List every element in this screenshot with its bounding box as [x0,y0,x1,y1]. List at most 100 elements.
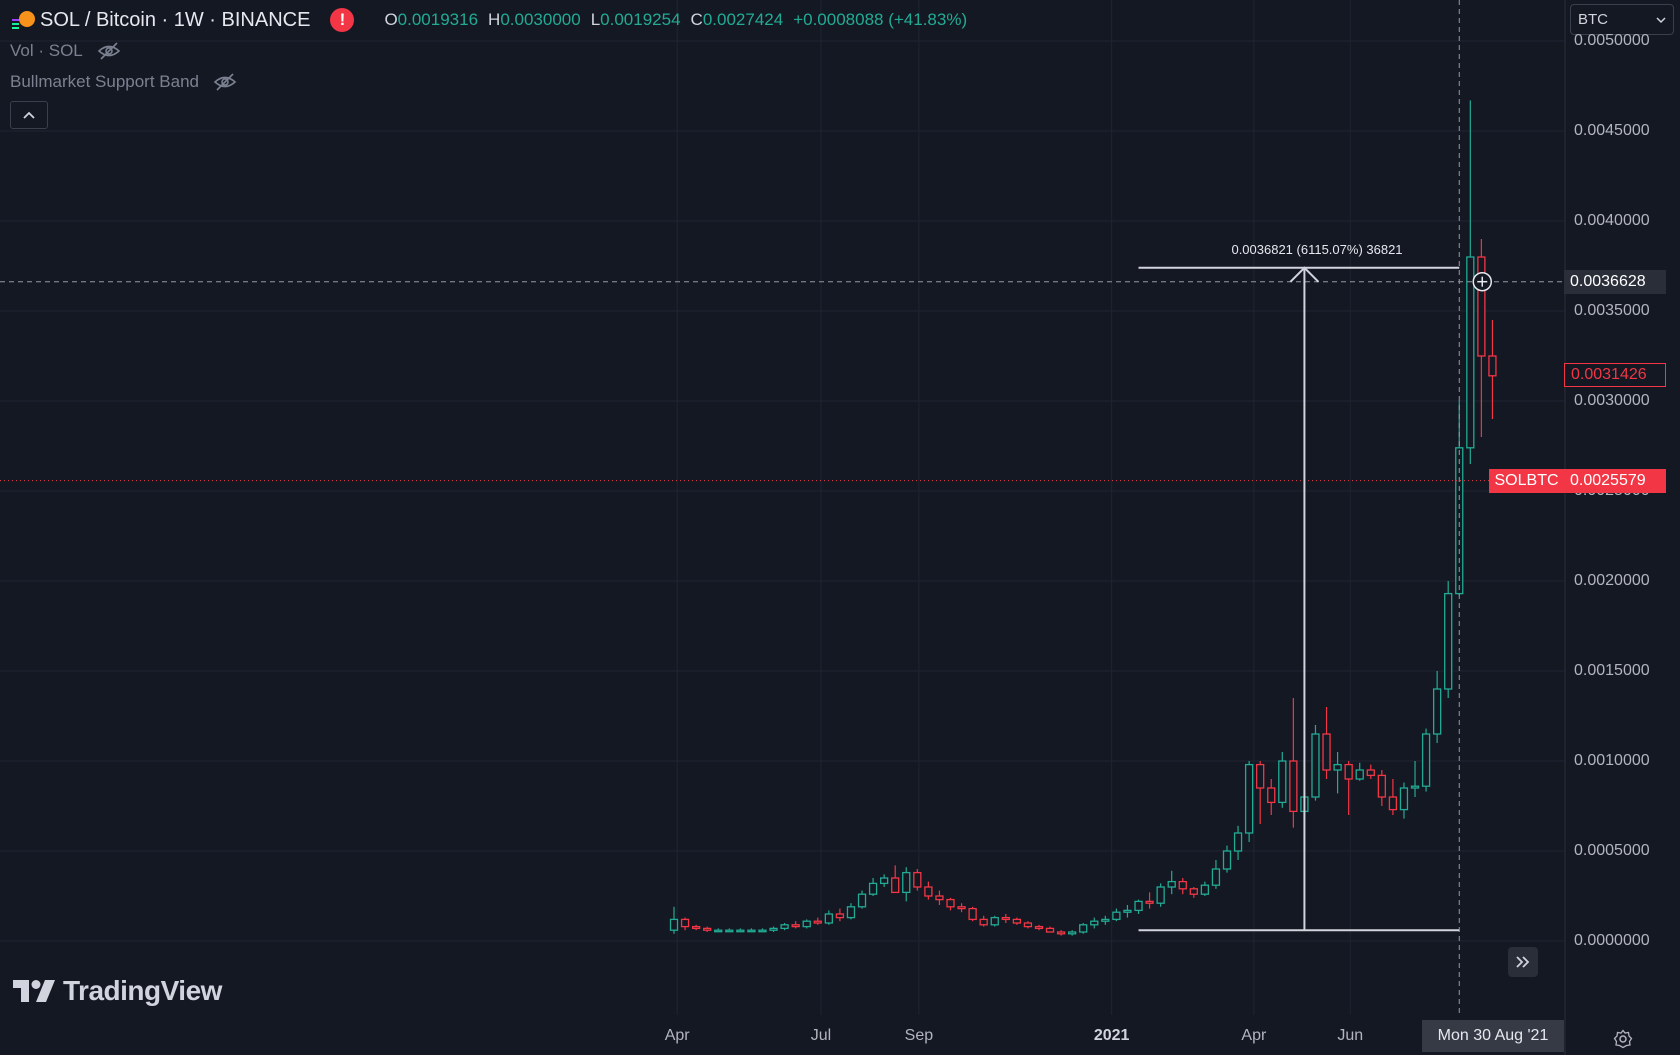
candle-body [669,918,679,931]
symbol-logo-icon [10,9,36,31]
settings-gear-icon[interactable] [1613,1029,1633,1049]
candle-body [1068,931,1077,935]
y-tick-label: 0.0020000 [1574,572,1650,589]
candle-body [813,920,822,924]
y-tick-label: 0.0040000 [1574,212,1650,229]
candle-body [824,913,833,924]
eye-hidden-icon[interactable] [97,42,121,60]
candle-body [891,877,900,894]
scroll-to-realtime-button[interactable] [1508,947,1538,977]
eye-hidden-icon[interactable] [213,73,237,91]
alert-icon[interactable]: ! [330,8,355,32]
indicator-volume-label: Vol · SOL [10,41,83,60]
candle-body [1123,909,1132,913]
y-tick-label: 0.0015000 [1574,662,1650,679]
candle-body [1156,886,1165,904]
chevron-up-icon [23,111,35,119]
candle-body [1421,733,1431,787]
candle-body [1278,760,1287,804]
candle-body [968,907,977,921]
y-tick-label: 0.0005000 [1574,842,1650,859]
candle-body [1233,832,1243,852]
ohlc-low-key: L [590,10,601,29]
candle-body [990,916,999,926]
candle-body [758,929,767,933]
candle-body [747,929,756,933]
ohlc-change: +0.0008088 (+41.83%) [793,10,968,29]
currency-select[interactable]: BTC [1570,4,1674,35]
indicator-volume[interactable]: Vol · SOL [10,41,121,61]
candle-body [1112,911,1121,921]
candle-body [913,871,922,888]
candle-body [1001,916,1010,921]
measure-arrow-head [1289,266,1320,283]
candle-body [1101,918,1110,922]
collapse-indicators-button[interactable] [10,101,48,129]
y-tick-label: 0.0000000 [1574,932,1650,949]
last-price-tag: 0.0025579 [1564,469,1666,493]
candle-body [924,886,933,897]
chevron-down-icon [1656,16,1666,23]
x-tick-label: Sep [904,1027,934,1044]
candle-body [1344,763,1353,780]
candle-body [1432,688,1442,735]
ohlc-close-value: 0.0027424 [702,10,784,29]
candle-body [1034,925,1044,930]
candle-body [780,924,789,930]
candle-body [1377,774,1386,798]
x-tick-label: Jun [1337,1027,1364,1044]
candle-body [1267,787,1276,804]
indicator-support-band-label: Bullmarket Support Band [10,72,199,91]
candle-body [1145,900,1154,904]
candle-body [1222,850,1232,870]
tradingview-logo[interactable]: TradingView [13,975,222,1007]
x-tick-label: Jul [810,1027,832,1044]
ohlc-open-key: O [384,10,398,29]
candle-body [902,871,911,894]
candle-body [1366,769,1375,777]
candle-body [1322,733,1331,771]
candle-body [1256,763,1265,789]
candle-body [857,893,867,908]
ohlc-readout: O 0.0019316 H 0.0030000 L 0.0019254 C 0.0027… [384,10,967,30]
candle-body [1244,763,1254,834]
y-tick-label: 0.0045000 [1574,122,1650,139]
crosshair-plus-icon[interactable] [1472,271,1493,292]
candle-body [736,929,745,933]
ohlc-high-key: H [488,10,501,29]
candle-body [1466,256,1475,449]
candle-body [846,906,856,919]
candle-body [1311,733,1320,798]
ohlc-close-key: C [690,10,703,29]
alert-price-tag: 0.0031426 [1564,363,1666,387]
crosshair-date-badge: Mon 30 Aug '21 [1422,1020,1564,1052]
candle-body [1399,787,1409,811]
y-tick-label: 0.0050000 [1574,32,1650,49]
chart-title[interactable]: SOL / Bitcoin · 1W · BINANCE [40,8,311,31]
candle-body [1410,785,1420,789]
candle-body [725,929,734,933]
candle-body [879,877,889,885]
symbol-tag: SOLBTC [1489,469,1564,493]
candle-body [802,920,811,928]
candle-body [1388,796,1398,811]
candle-body [935,895,944,901]
candle-body [769,927,778,931]
candle-body [1455,447,1464,595]
candle-body [1090,920,1099,926]
crosshair-price-tag: 0.0036628 [1564,270,1666,294]
ohlc-open-value: 0.0019316 [397,10,479,29]
candle-body [835,913,845,919]
candle-body [691,925,701,930]
candle-body [1189,888,1198,895]
x-tick-label: Apr [1241,1027,1267,1044]
candle-body [680,918,690,928]
candle-body [714,929,723,933]
candle-body [1167,880,1176,888]
ohlc-high-value: 0.0030000 [500,10,581,29]
y-tick-label: 0.0010000 [1574,752,1650,769]
candle-body [946,898,955,908]
indicator-support-band[interactable]: Bullmarket Support Band [10,72,237,92]
y-tick-label: 0.0035000 [1574,302,1650,319]
